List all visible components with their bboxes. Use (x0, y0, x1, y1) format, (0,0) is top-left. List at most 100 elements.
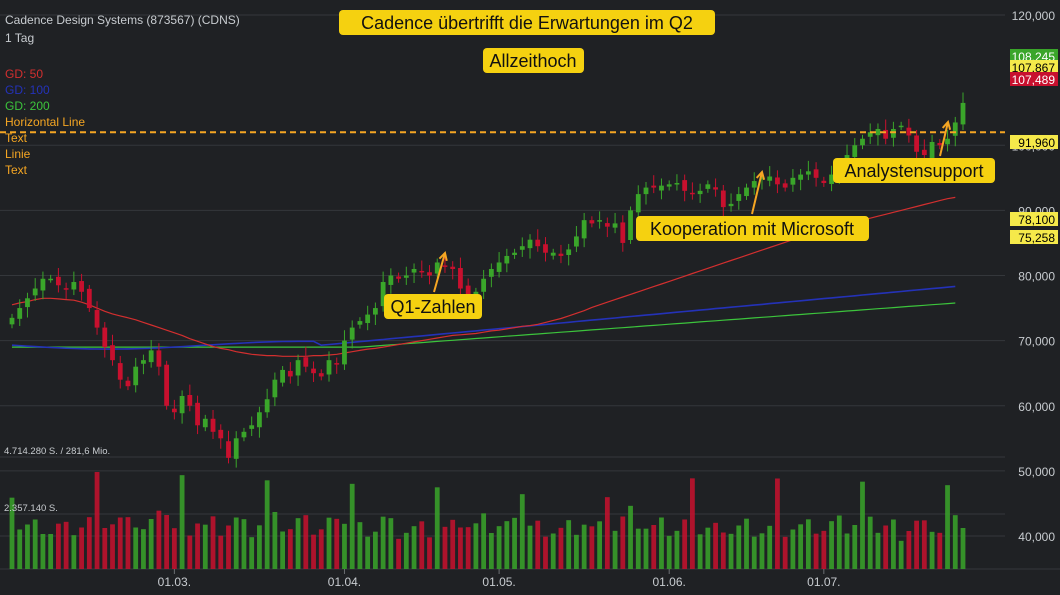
candle-body (952, 122, 958, 136)
volume-bar (566, 520, 572, 569)
annotation-arrowhead (941, 119, 952, 130)
candle-body (566, 249, 572, 255)
candle-body (349, 327, 355, 340)
volume-bar (867, 516, 873, 569)
volume-bar (218, 535, 224, 569)
volume-bar (620, 516, 626, 569)
volume-bar (326, 517, 332, 569)
candle-body (651, 185, 657, 188)
candle-body (697, 190, 703, 195)
x-tick-label: 01.06. (653, 575, 686, 589)
candle-body (805, 171, 811, 175)
y-tick-label: 70,000 (1018, 335, 1055, 349)
volume-bar (767, 525, 773, 569)
candle-body (9, 317, 15, 325)
volume-bar (71, 535, 77, 569)
candle-body (17, 308, 23, 319)
interval-label: 1 Tag (5, 31, 34, 45)
candle-body (318, 373, 324, 377)
volume-bar (195, 523, 200, 569)
candle-body (442, 265, 448, 267)
volume-bar (697, 534, 703, 569)
volume-bar (558, 527, 564, 569)
volume-bar (465, 527, 471, 569)
volume-bar (434, 487, 440, 569)
volume-bar (952, 515, 958, 569)
candle-body (891, 128, 896, 138)
volume-bar (481, 513, 487, 569)
gd100-line (11, 285, 956, 350)
volume-bar (875, 532, 881, 569)
candle-body (187, 395, 193, 406)
candle-body (94, 310, 100, 328)
candle-body (311, 368, 316, 374)
candle-body (287, 370, 293, 377)
candle-body (682, 180, 688, 191)
annotation-ath-text: Allzeithoch (489, 51, 576, 71)
volume-bar (504, 521, 510, 569)
candle-body (458, 268, 463, 289)
annotation-arrow (939, 121, 949, 157)
candle-body (589, 220, 595, 224)
volume-bar (589, 526, 595, 569)
volume-bar (249, 537, 255, 569)
candle-body (280, 369, 286, 383)
price-tag (1010, 135, 1058, 149)
y-tick-label: 50,000 (1018, 465, 1055, 479)
volume-bar (759, 533, 765, 569)
volume-bar (450, 519, 456, 569)
y-tick-label: 120,000 (1012, 9, 1056, 23)
candle-body (628, 210, 633, 241)
volume-bar (473, 523, 479, 569)
candle-body (79, 281, 84, 292)
volume-bar (543, 536, 548, 569)
candle-body (427, 272, 432, 276)
volume-bar (527, 525, 533, 569)
legend-item: GD: 200 (5, 99, 50, 113)
candle-body (798, 174, 804, 180)
x-tick-label: 01.05. (482, 575, 515, 589)
price-tag (1010, 72, 1058, 86)
candle-body (334, 363, 340, 365)
volume-bar (86, 517, 92, 569)
volume-bar (519, 494, 525, 569)
volume-bar (202, 524, 208, 569)
volume-bar (914, 520, 920, 569)
annotation-arrows (433, 119, 952, 293)
price-tag-label: 107,867 (1012, 61, 1056, 75)
volume-bar (929, 531, 935, 569)
candle-body (860, 138, 865, 146)
candle-body (574, 236, 579, 247)
volume-bar (736, 525, 742, 569)
candle-body (210, 418, 216, 432)
volume-bar (125, 517, 131, 569)
volume-bar (705, 527, 711, 569)
volume-bar (651, 525, 657, 569)
candle-body (744, 187, 749, 197)
candle-body (342, 340, 347, 365)
candle-body (666, 184, 672, 187)
volume-bar (550, 533, 556, 569)
candlesticks (9, 92, 966, 468)
volume-bar (836, 515, 842, 569)
candle-body (117, 363, 123, 380)
annotation-headline[interactable]: Cadence übertrifft die Erwartungen im Q2 (339, 10, 715, 35)
candle-body (202, 418, 208, 428)
candle-body (303, 357, 309, 367)
volume-bar (844, 533, 850, 569)
candle-body (380, 282, 386, 307)
volume-bar (906, 531, 912, 569)
volume-bar (156, 510, 162, 569)
volume-bar (187, 535, 193, 569)
candle-body (751, 181, 757, 188)
annotation-ath[interactable]: Allzeithoch (483, 48, 584, 73)
annotation-microsoft[interactable]: Kooperation mit Microsoft (636, 216, 869, 241)
annotation-analysts[interactable]: Analystensupport (833, 158, 995, 183)
legend-item: Text (5, 131, 28, 145)
price-tag (1010, 212, 1058, 226)
candle-body (450, 266, 456, 269)
annotation-q1[interactable]: Q1-Zahlen (384, 294, 482, 319)
candle-body (504, 255, 510, 264)
volume-bar (55, 523, 61, 569)
